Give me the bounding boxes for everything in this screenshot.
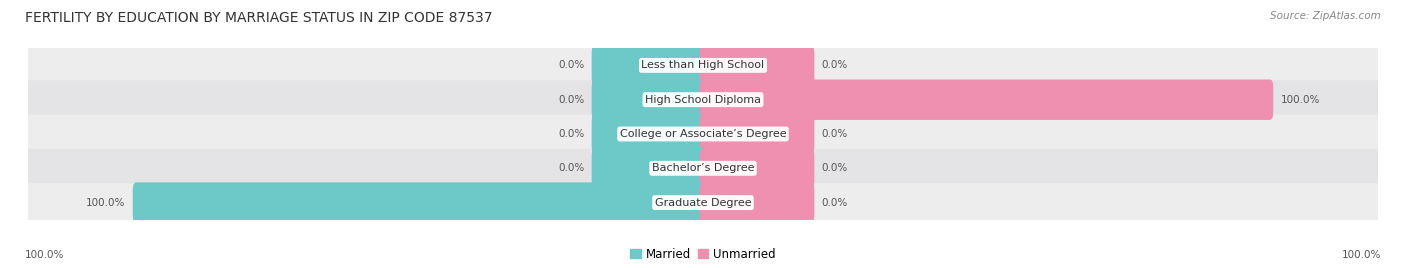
FancyBboxPatch shape (700, 79, 1274, 120)
FancyBboxPatch shape (700, 182, 814, 223)
FancyBboxPatch shape (28, 183, 1378, 222)
Text: College or Associate’s Degree: College or Associate’s Degree (620, 129, 786, 139)
Text: 100.0%: 100.0% (1341, 250, 1381, 260)
Text: FERTILITY BY EDUCATION BY MARRIAGE STATUS IN ZIP CODE 87537: FERTILITY BY EDUCATION BY MARRIAGE STATU… (25, 11, 494, 25)
FancyBboxPatch shape (700, 148, 814, 189)
FancyBboxPatch shape (592, 45, 706, 86)
Text: Source: ZipAtlas.com: Source: ZipAtlas.com (1270, 11, 1381, 21)
FancyBboxPatch shape (28, 46, 1378, 85)
Text: 0.0%: 0.0% (558, 129, 585, 139)
Text: 0.0%: 0.0% (821, 60, 848, 70)
FancyBboxPatch shape (28, 114, 1378, 154)
Text: 0.0%: 0.0% (558, 95, 585, 105)
Text: Graduate Degree: Graduate Degree (655, 198, 751, 208)
Text: 0.0%: 0.0% (821, 198, 848, 208)
FancyBboxPatch shape (700, 45, 814, 86)
FancyBboxPatch shape (592, 148, 706, 189)
Text: Bachelor’s Degree: Bachelor’s Degree (652, 163, 754, 173)
Text: 0.0%: 0.0% (821, 163, 848, 173)
Text: 0.0%: 0.0% (558, 60, 585, 70)
Text: High School Diploma: High School Diploma (645, 95, 761, 105)
FancyBboxPatch shape (700, 114, 814, 154)
Text: 100.0%: 100.0% (86, 198, 125, 208)
FancyBboxPatch shape (28, 80, 1378, 119)
Text: Less than High School: Less than High School (641, 60, 765, 70)
Legend: Married, Unmarried: Married, Unmarried (626, 243, 780, 265)
FancyBboxPatch shape (28, 149, 1378, 188)
Text: 0.0%: 0.0% (558, 163, 585, 173)
Text: 100.0%: 100.0% (25, 250, 65, 260)
FancyBboxPatch shape (592, 114, 706, 154)
Text: 0.0%: 0.0% (821, 129, 848, 139)
Text: 100.0%: 100.0% (1281, 95, 1320, 105)
FancyBboxPatch shape (132, 182, 706, 223)
FancyBboxPatch shape (592, 79, 706, 120)
